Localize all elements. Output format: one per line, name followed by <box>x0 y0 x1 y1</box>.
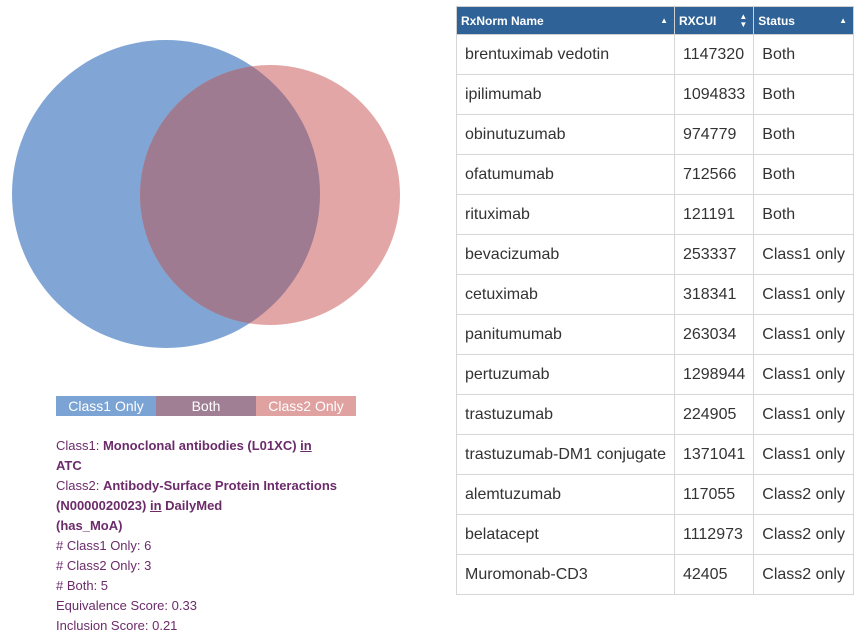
cell-rxnorm-name: panitumumab <box>456 314 675 355</box>
header-label: Status <box>758 13 795 28</box>
venn-diagram <box>12 40 400 348</box>
class1-line: Class1: Monoclonal antibodies (L01XC) in… <box>56 436 356 476</box>
sort-asc-icon: ▲ <box>839 15 847 25</box>
overlap-region[interactable] <box>140 65 400 325</box>
table-row[interactable]: cetuximab 318341 Class1 only <box>456 274 854 315</box>
cell-rxnorm-name: obinutuzumab <box>456 114 675 155</box>
class2-line: Class2: Antibody-Surface Protein Interac… <box>56 476 356 536</box>
drug-table: RxNorm Name ▲ RXCUI ▲ ▼ Status ▲ brentuximab… <box>456 6 854 595</box>
cell-rxnorm-name: cetuximab <box>456 274 675 315</box>
header-label: RXCUI <box>678 13 717 28</box>
cell-rxnorm-name: belatacept <box>456 514 675 555</box>
sort-both-icon: ▲ ▼ <box>739 11 748 29</box>
cell-rxnorm-name: rituximab <box>456 194 675 235</box>
table-row[interactable]: panitumumab 263034 Class1 only <box>456 314 854 355</box>
table-row[interactable]: obinutuzumab 974779 Both <box>456 114 854 155</box>
class2-prefix: Class2: <box>56 478 103 493</box>
table-row[interactable]: Muromonab-CD3 42405 Class2 only <box>456 554 854 595</box>
cell-rxcui: 1298944 <box>673 354 755 395</box>
class1-source: ATC <box>56 458 82 473</box>
table-row[interactable]: trastuzumab-DM1 conjugate 1371041 Class1 o… <box>456 434 854 475</box>
both-count: # Both: 5 <box>56 578 109 593</box>
table-row[interactable]: bevacizumab 253337 Class1 only <box>456 234 854 275</box>
class2-relation: (has_MoA) <box>56 518 123 533</box>
cell-status: Both <box>753 194 854 235</box>
table-row[interactable]: brentuximab vedotin 1147320 Both <box>456 34 854 75</box>
legend-both: Both <box>156 396 256 416</box>
cell-rxcui: 1094833 <box>673 74 755 115</box>
class2-source: DailyMed <box>165 498 223 513</box>
cell-rxcui: 253337 <box>673 234 755 275</box>
cell-rxnorm-name: trastuzumab-DM1 conjugate <box>456 434 675 475</box>
class1-name: Monoclonal antibodies (L01XC) <box>102 438 297 453</box>
cell-status: Class1 only <box>753 314 854 355</box>
cell-rxnorm-name: alemtuzumab <box>456 474 675 515</box>
cell-rxcui: 974779 <box>673 114 755 155</box>
cell-status: Both <box>753 154 854 195</box>
class-info: Class1: Monoclonal antibodies (L01XC) in… <box>56 436 356 636</box>
cell-rxcui: 117055 <box>673 474 755 515</box>
cell-status: Class1 only <box>753 354 854 395</box>
cell-rxnorm-name: Muromonab-CD3 <box>456 554 675 595</box>
cell-rxcui: 42405 <box>673 554 755 595</box>
cell-rxcui: 263034 <box>673 314 755 355</box>
cell-status: Class1 only <box>753 274 854 315</box>
class2-name: Antibody-Surface Protein Interactions (N… <box>56 478 338 513</box>
cell-rxnorm-name: bevacizumab <box>456 234 675 275</box>
cell-status: Both <box>753 114 854 155</box>
cell-status: Class2 only <box>753 514 854 555</box>
inclusion-score: Inclusion Score: 0.21 <box>56 618 178 633</box>
class1-in-link[interactable]: in <box>300 438 312 453</box>
cell-rxcui: 1371041 <box>673 434 755 475</box>
cell-rxcui: 318341 <box>673 274 755 315</box>
cell-status: Class2 only <box>753 474 854 515</box>
cell-status: Class1 only <box>753 434 854 475</box>
cell-rxcui: 1147320 <box>673 34 755 75</box>
cell-rxnorm-name: trastuzumab <box>456 394 675 435</box>
header-label: RxNorm Name <box>461 13 544 28</box>
cell-rxcui: 712566 <box>673 154 755 195</box>
header-rxcui[interactable]: RXCUI ▲ ▼ <box>673 6 755 35</box>
class1-prefix: Class1: <box>56 438 103 453</box>
venn-legend: Class1 Only Both Class2 Only <box>56 396 356 416</box>
cell-status: Class1 only <box>753 234 854 275</box>
class2-in-link[interactable]: in <box>149 498 162 513</box>
header-status[interactable]: Status ▲ <box>753 6 854 35</box>
cell-rxcui: 224905 <box>673 394 755 435</box>
cell-status: Class1 only <box>753 394 854 435</box>
table-row[interactable]: pertuzumab 1298944 Class1 only <box>456 354 854 395</box>
cell-rxcui: 121191 <box>673 194 755 235</box>
table-row[interactable]: belatacept 1112973 Class2 only <box>456 514 854 555</box>
table-header-row: RxNorm Name ▲ RXCUI ▲ ▼ Status ▲ <box>456 6 854 35</box>
cell-status: Both <box>753 74 854 115</box>
cell-rxnorm-name: ofatumumab <box>456 154 675 195</box>
table-row[interactable]: ofatumumab 712566 Both <box>456 154 854 195</box>
header-rxnorm-name[interactable]: RxNorm Name ▲ <box>456 6 675 35</box>
table-row[interactable]: ipilimumab 1094833 Both <box>456 74 854 115</box>
cell-rxcui: 1112973 <box>673 514 755 555</box>
cell-rxnorm-name: ipilimumab <box>456 74 675 115</box>
cell-status: Both <box>753 34 854 75</box>
cell-rxnorm-name: pertuzumab <box>456 354 675 395</box>
legend-class1-only: Class1 Only <box>56 396 156 416</box>
table-row[interactable]: alemtuzumab 117055 Class2 only <box>456 474 854 515</box>
class1-only-count: # Class1 Only: 6 <box>56 538 152 553</box>
cell-status: Class2 only <box>753 554 854 595</box>
equivalence-score: Equivalence Score: 0.33 <box>56 598 197 613</box>
class2-only-count: # Class2 Only: 3 <box>56 558 152 573</box>
table-row[interactable]: trastuzumab 224905 Class1 only <box>456 394 854 435</box>
legend-class2-only: Class2 Only <box>256 396 356 416</box>
table-row[interactable]: rituximab 121191 Both <box>456 194 854 235</box>
sort-asc-icon: ▲ <box>660 15 668 25</box>
cell-rxnorm-name: brentuximab vedotin <box>456 34 675 75</box>
